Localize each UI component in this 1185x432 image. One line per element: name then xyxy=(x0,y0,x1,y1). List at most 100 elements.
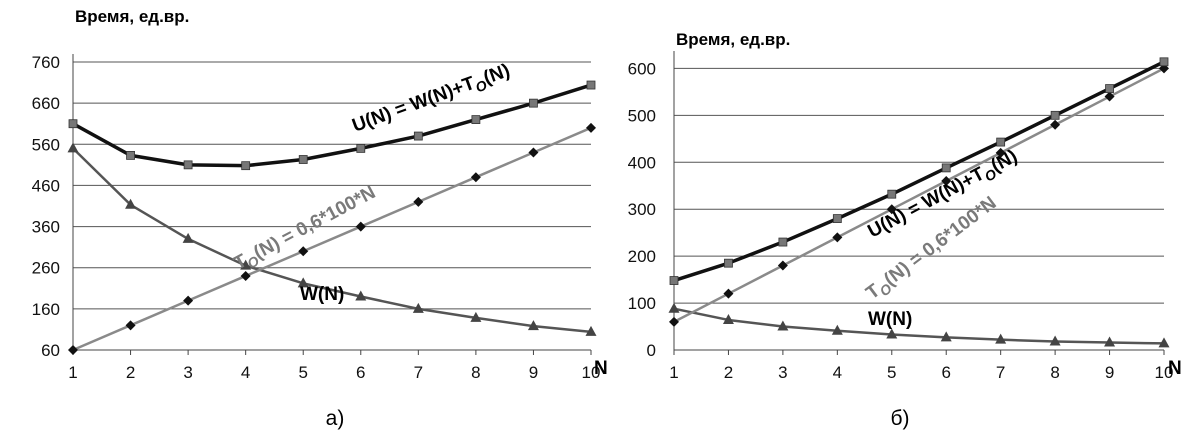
y-axis-title: Время, ед.вр. xyxy=(75,7,189,26)
data-point-square xyxy=(183,160,193,170)
data-point-triangle xyxy=(240,259,252,270)
annotation-main: U(N) = W(N)+T xyxy=(350,73,479,137)
data-point-square xyxy=(669,276,679,285)
x-tick-label: 4 xyxy=(241,363,250,382)
series-line-2 xyxy=(673,307,1165,345)
data-point-square xyxy=(996,137,1006,147)
x-tick-label: 1 xyxy=(68,363,77,382)
series-line-1 xyxy=(72,126,592,352)
x-tick-label: 10 xyxy=(1155,363,1174,382)
y-tick-label: 200 xyxy=(628,247,656,266)
data-point-diamond xyxy=(68,345,78,355)
panel-label: б) xyxy=(890,407,909,430)
data-point-diamond xyxy=(1104,91,1115,102)
data-point-diamond xyxy=(470,172,481,183)
y-tick-label: 60 xyxy=(41,341,60,360)
data-point-diamond xyxy=(586,122,596,133)
y-tick-label: 460 xyxy=(32,176,60,195)
data-point-diamond xyxy=(298,246,309,257)
data-point-triangle xyxy=(995,333,1007,344)
x-tick-label: 7 xyxy=(996,363,1005,382)
data-point-square xyxy=(832,214,842,223)
annotation-main: W(N) xyxy=(300,284,344,305)
x-tick-label: 9 xyxy=(1105,363,1114,382)
panel-label: а) xyxy=(326,407,345,430)
y-tick-label: 100 xyxy=(628,294,656,313)
data-point-triangle xyxy=(297,277,309,288)
data-point-square xyxy=(413,131,423,141)
data-point-diamond xyxy=(355,221,366,232)
data-point-triangle xyxy=(777,320,789,331)
x-tick-label: 1 xyxy=(669,363,678,382)
data-point-square xyxy=(724,258,733,268)
series-line-1 xyxy=(673,67,1165,323)
data-point-triangle xyxy=(412,302,424,313)
data-point-diamond xyxy=(886,204,897,215)
data-point-triangle xyxy=(125,198,137,209)
data-point-square xyxy=(471,115,481,124)
data-point-diamond xyxy=(240,270,251,281)
series-line-2 xyxy=(72,147,592,334)
data-point-diamond xyxy=(777,260,788,271)
series-annotation: W(N) xyxy=(300,284,344,305)
data-point-square xyxy=(126,150,135,160)
chart-panel-a: 60 160 260 360 460 560 660 760 1 2 3 4 5 6 7 8 9 10 Время,… xyxy=(32,7,608,430)
data-point-diamond xyxy=(941,176,952,187)
data-point-triangle xyxy=(1104,336,1116,347)
data-point-triangle xyxy=(668,302,680,313)
data-point-square xyxy=(778,237,788,247)
x-axis-title: N xyxy=(1168,358,1182,379)
x-tick-label: 6 xyxy=(941,363,950,382)
data-point-triangle xyxy=(527,320,539,331)
x-tick-label: 10 xyxy=(582,363,601,382)
x-tick-label: 8 xyxy=(471,363,480,382)
y-tick-label: 400 xyxy=(628,153,656,172)
y-tick-label: 0 xyxy=(647,341,656,360)
data-point-square xyxy=(241,161,251,171)
data-point-square xyxy=(887,189,897,199)
x-tick-label: 7 xyxy=(414,363,423,382)
data-point-triangle xyxy=(355,290,367,301)
data-point-triangle xyxy=(67,142,79,153)
series-annotation: TO(N) = 0,6*100*N xyxy=(230,182,380,277)
data-point-square xyxy=(298,155,308,164)
data-point-triangle xyxy=(940,331,952,342)
y-axis-title: Время, ед.вр. xyxy=(676,30,790,49)
data-point-triangle xyxy=(831,324,843,335)
data-point-triangle xyxy=(585,325,597,336)
data-point-square xyxy=(1050,110,1060,120)
y-tick-label: 500 xyxy=(628,106,656,125)
data-point-diamond xyxy=(183,295,194,306)
data-point-diamond xyxy=(413,196,424,207)
y-tick-label: 260 xyxy=(32,259,60,278)
series-annotation: W(N) xyxy=(868,309,912,330)
data-point-square xyxy=(1105,84,1114,93)
data-point-triangle xyxy=(886,328,898,339)
y-tick-label: 600 xyxy=(628,59,656,78)
data-point-square xyxy=(356,143,366,153)
series-line-0 xyxy=(72,83,592,168)
data-point-diamond xyxy=(995,147,1006,158)
series-line-0 xyxy=(673,60,1165,283)
y-tick-label: 300 xyxy=(628,200,656,219)
data-point-square xyxy=(68,119,78,129)
data-point-triangle xyxy=(182,232,194,243)
chart-panel-b: 0 100 200 300 400 500 600 1 2 3 4 5 6 7 8 9 10 Время, ед.… xyxy=(628,30,1182,430)
annotation-main: W(N) xyxy=(868,309,912,330)
y-tick-label: 560 xyxy=(32,135,60,154)
x-tick-label: 8 xyxy=(1050,363,1059,382)
y-tick-label: 360 xyxy=(32,218,60,237)
x-tick-label: 2 xyxy=(724,363,733,382)
x-tick-label: 3 xyxy=(778,363,787,382)
data-point-diamond xyxy=(669,316,679,327)
data-point-triangle xyxy=(1049,335,1061,346)
x-tick-label: 2 xyxy=(126,363,135,382)
y-tick-label: 760 xyxy=(32,53,60,72)
y-tick-label: 160 xyxy=(32,300,60,319)
data-point-triangle xyxy=(470,311,482,322)
data-point-square xyxy=(586,80,596,90)
data-point-square xyxy=(529,98,538,108)
x-tick-label: 3 xyxy=(183,363,192,382)
x-tick-label: 5 xyxy=(887,363,896,382)
